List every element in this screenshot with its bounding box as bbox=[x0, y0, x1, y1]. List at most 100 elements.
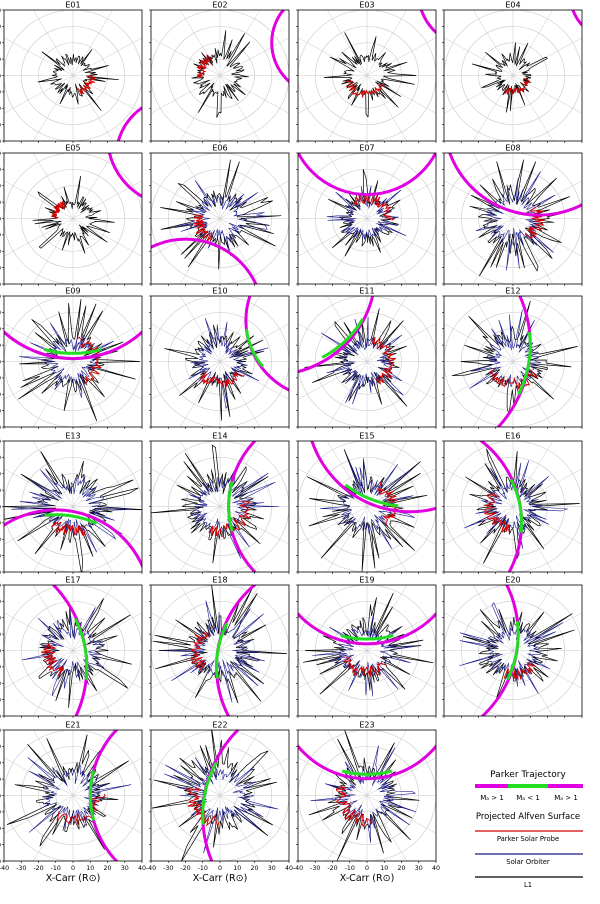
x-tick-label: 30 bbox=[415, 865, 423, 872]
psp-trace bbox=[51, 200, 66, 219]
x-tick-label: 40 bbox=[285, 865, 293, 872]
y-tick-label: 40 bbox=[0, 727, 1, 734]
polar-spoke bbox=[72, 180, 142, 219]
x-tick-label: -40 bbox=[146, 865, 156, 872]
x-tick-label: -20 bbox=[33, 865, 43, 872]
polar-spoke bbox=[219, 585, 261, 651]
y-tick-label: -40 bbox=[0, 713, 1, 720]
panel-e12: E12 bbox=[442, 287, 583, 429]
y-tick-label: -30 bbox=[0, 553, 1, 560]
y-tick-label: 0 bbox=[0, 73, 1, 80]
y-tick-label: 10 bbox=[0, 342, 1, 349]
parker-trajectory bbox=[151, 237, 258, 284]
psp-trace bbox=[524, 206, 546, 239]
panel-title: E22 bbox=[212, 721, 227, 730]
polar-spoke bbox=[72, 468, 142, 507]
psp-trace bbox=[208, 500, 252, 538]
panel-title: E03 bbox=[359, 1, 374, 10]
polar-spoke bbox=[472, 361, 514, 427]
psp-trace bbox=[41, 643, 65, 677]
polar-spoke bbox=[366, 506, 436, 545]
legend: Parker Trajectory Mₐ > 1 Mₐ < 1 Mₐ > 1 Proje… bbox=[475, 770, 583, 889]
x-tick-label: 40 bbox=[138, 865, 146, 872]
x-tick-label: 0 bbox=[71, 865, 75, 872]
polar-spoke bbox=[4, 650, 74, 689]
y-tick-label: -40 bbox=[0, 569, 1, 576]
x-tick-label: 20 bbox=[103, 865, 111, 872]
y-tick-label: 30 bbox=[0, 599, 1, 606]
polar-spoke bbox=[444, 37, 514, 76]
panel-e14: E14 bbox=[149, 432, 290, 574]
x-tick-label: 30 bbox=[121, 865, 129, 872]
y-tick-label: 30 bbox=[0, 455, 1, 462]
polar-spoke bbox=[366, 323, 436, 362]
polar-spoke bbox=[151, 361, 221, 400]
y-tick-label: -40 bbox=[0, 858, 1, 865]
y-tick-label: 20 bbox=[0, 40, 1, 47]
polar-spoke bbox=[472, 10, 514, 76]
y-tick-label: 40 bbox=[0, 438, 1, 445]
y-tick-label: 20 bbox=[0, 471, 1, 478]
polar-spoke bbox=[366, 180, 436, 219]
polar-spoke bbox=[512, 10, 554, 76]
y-tick-label: 0 bbox=[0, 504, 1, 511]
parker-trajectory bbox=[298, 153, 436, 197]
legend-series-label: L1 bbox=[524, 881, 532, 889]
y-tick-label: -30 bbox=[0, 265, 1, 272]
parker-trajectory bbox=[4, 508, 142, 569]
parker-sub-alfvenic bbox=[509, 478, 524, 533]
polar-spoke bbox=[4, 361, 74, 400]
panel-e01: E01403020100-10-20-30-40Y-Carr (R⊙) bbox=[0, 1, 143, 145]
panel-title: E08 bbox=[505, 144, 520, 153]
y-tick-label: -10 bbox=[0, 809, 1, 816]
x-tick-label: 10 bbox=[86, 865, 94, 872]
polar-spoke bbox=[72, 585, 114, 651]
polar-spoke bbox=[151, 795, 221, 834]
polar-spoke bbox=[72, 361, 142, 400]
x-tick-label: 20 bbox=[397, 865, 405, 872]
psp-trace bbox=[196, 54, 213, 78]
panel-e04: E04 bbox=[442, 1, 583, 143]
y-tick-label: 0 bbox=[0, 216, 1, 223]
panel-title: E04 bbox=[505, 1, 520, 10]
polar-spoke bbox=[512, 323, 582, 362]
polar-spoke bbox=[444, 612, 514, 651]
parker-sub-alfvenic bbox=[344, 483, 399, 508]
y-tick-label: -20 bbox=[0, 537, 1, 544]
polar-spoke bbox=[298, 75, 368, 114]
polar-spoke bbox=[472, 585, 514, 651]
polar-spoke bbox=[179, 361, 221, 427]
polar-spoke bbox=[326, 585, 368, 651]
polar-spoke bbox=[179, 795, 221, 861]
y-tick-label: 40 bbox=[0, 150, 1, 157]
polar-spoke bbox=[4, 75, 74, 114]
parker-trajectory bbox=[298, 611, 436, 646]
x-tick-label: -10 bbox=[198, 865, 208, 872]
panel-e17: E17403020100-10-20-30-40Y-Carr (R⊙) bbox=[0, 576, 143, 720]
psp-trace bbox=[185, 787, 220, 827]
panel-e09: E09403020100-10-20-30-40Y-Carr (R⊙) bbox=[0, 287, 143, 431]
polar-spoke bbox=[444, 323, 514, 362]
panel-e10: E10 bbox=[149, 287, 290, 429]
y-tick-label: -30 bbox=[0, 842, 1, 849]
polar-spoke bbox=[4, 612, 74, 651]
psp-trace bbox=[345, 80, 385, 98]
polar-spoke bbox=[298, 757, 368, 796]
legend-series-label: Parker Solar Probe bbox=[497, 835, 559, 843]
polar-spoke bbox=[219, 506, 289, 545]
polar-spoke bbox=[219, 180, 289, 219]
polar-spoke bbox=[219, 757, 289, 796]
y-tick-label: -40 bbox=[0, 138, 1, 145]
legend-ma-label: Mₐ < 1 bbox=[516, 794, 540, 802]
panel-e19: E19 bbox=[296, 576, 437, 718]
polar-spoke bbox=[219, 650, 289, 689]
panel-e16: E16 bbox=[442, 432, 583, 574]
polar-spoke bbox=[298, 468, 368, 507]
polar-spoke bbox=[512, 506, 582, 545]
y-tick-label: 20 bbox=[0, 326, 1, 333]
polar-spoke bbox=[32, 585, 74, 651]
x-tick-label: 20 bbox=[250, 865, 258, 872]
panel-title: E10 bbox=[212, 287, 227, 296]
polar-spoke bbox=[366, 37, 436, 76]
